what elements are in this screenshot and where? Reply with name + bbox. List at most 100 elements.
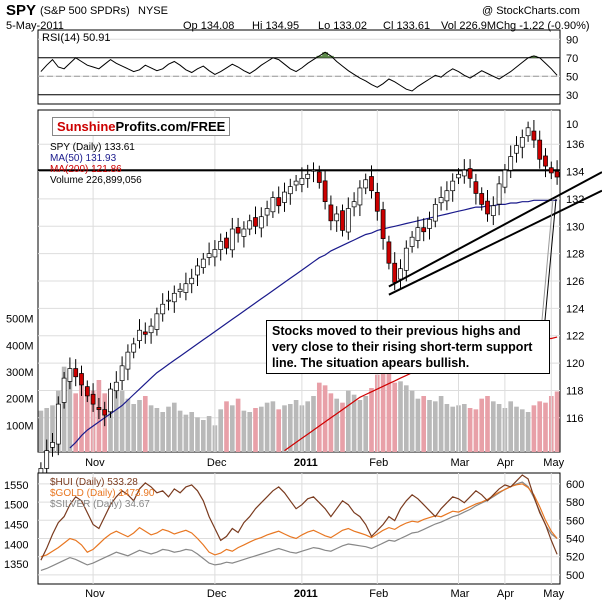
candle-body: [183, 283, 189, 293]
low-value: Lo 133.02: [318, 20, 367, 32]
candle-body: [235, 227, 241, 234]
price-tick-label: 118: [566, 385, 584, 397]
candle-body: [108, 388, 113, 413]
price-tick-label: 126: [566, 276, 584, 288]
volume-bar: [224, 401, 229, 452]
volume-bar: [276, 409, 282, 452]
volume-bar: [229, 405, 235, 452]
volume-bar: [189, 412, 195, 452]
volume-bar: [206, 416, 212, 452]
candle-body: [415, 227, 421, 241]
candle-body: [502, 169, 508, 188]
volume-bar: [403, 385, 409, 452]
price-tick-label: 124: [566, 303, 584, 315]
candle-body: [148, 325, 154, 334]
volume-bar: [316, 382, 322, 452]
candle-body: [473, 181, 479, 194]
candle-body: [44, 450, 50, 469]
candle-body: [543, 155, 548, 167]
candle-body: [253, 217, 258, 227]
volume-bar: [142, 396, 148, 452]
candle-body: [160, 303, 166, 315]
volume-bar: [171, 402, 177, 452]
candle-body: [363, 179, 369, 189]
volume-bar: [554, 391, 560, 452]
price-legend-entry: MA(200) 121.86: [50, 164, 122, 175]
candle-body: [84, 386, 90, 397]
candle-body: [386, 241, 392, 264]
price-tick-label: 120: [566, 358, 584, 370]
volume-bar: [113, 385, 119, 452]
candle-body: [293, 180, 299, 186]
volume-bar: [369, 388, 374, 452]
candle-body: [496, 183, 502, 205]
volume-bar: [392, 382, 398, 452]
volume-bar: [363, 396, 369, 452]
volume-bar: [398, 381, 403, 452]
volume-bar: [432, 401, 438, 452]
volume-bar: [195, 417, 200, 452]
candle-body: [340, 210, 345, 231]
candle-body: [450, 180, 456, 192]
volume-bar: [119, 390, 125, 452]
volume-bar: [467, 408, 473, 452]
volume-bar: [61, 366, 67, 452]
candle-body: [206, 253, 212, 258]
volume-bar: [340, 402, 345, 452]
candle-body: [264, 208, 270, 216]
rsi-tick-label: 90: [566, 34, 578, 46]
rsi-panel-frame: [37, 29, 561, 105]
candle-body: [224, 237, 229, 249]
volume-bar: [125, 398, 131, 452]
candle-body: [485, 200, 490, 215]
volume-bar: [351, 394, 357, 452]
metals-legend-entry: $HUI (Daily) 533.28: [50, 477, 138, 488]
candle-body: [311, 169, 316, 172]
metals-month-label: 2011: [294, 588, 318, 600]
volume-bar: [415, 398, 421, 452]
candle-body: [392, 262, 398, 283]
ticker-name: (S&P 500 SPDRs): [40, 5, 130, 17]
volume-bar: [38, 410, 44, 452]
volume-bar: [154, 408, 160, 452]
price-legend-entry: SPY (Daily) 133.61: [50, 142, 135, 153]
metals-right-tick: 600: [566, 479, 584, 491]
candle-body: [212, 249, 218, 258]
price-legend-entry: Volume 226,899,056: [50, 175, 142, 186]
logo-part-2: Profits.com/FREE: [115, 119, 226, 134]
candle-body: [531, 130, 537, 141]
volume-bar: [473, 409, 479, 452]
month-label: Feb: [369, 457, 388, 469]
metals-left-tick: 1450: [4, 520, 28, 532]
volume-bar: [334, 398, 340, 452]
volume-bar: [328, 393, 334, 452]
metals-month-label: Feb: [369, 588, 388, 600]
volume-bar: [79, 385, 84, 452]
volume-bar: [282, 405, 287, 452]
metals-right-tick: 500: [566, 570, 584, 582]
metals-month-label: Mar: [451, 588, 470, 600]
volume-bar: [479, 398, 485, 452]
candle-body: [334, 213, 340, 222]
metals-left-tick: 1400: [4, 539, 28, 551]
rsi-tick-label: 30: [566, 90, 578, 102]
volume-bar: [137, 400, 142, 452]
candle-body: [456, 173, 461, 179]
support-trendline: [388, 171, 602, 288]
volume-bar: [357, 400, 363, 452]
change-value: Chg -1.22 (-0.90%): [496, 20, 590, 32]
candle-body: [154, 313, 160, 330]
volume-bar: [380, 361, 386, 452]
price-tick-label: 116: [566, 413, 584, 425]
volume-bar: [311, 396, 316, 452]
candle-body: [282, 191, 287, 203]
candle-body: [276, 197, 282, 207]
month-label: May: [543, 457, 564, 469]
candle-body: [403, 247, 409, 271]
volume-bar: [247, 412, 253, 452]
rsi-tick-label: 50: [566, 71, 578, 83]
price-tick-label: 132: [566, 194, 584, 206]
month-label: Mar: [451, 457, 470, 469]
candle-body: [467, 168, 473, 179]
metals-left-tick: 1550: [4, 480, 28, 492]
